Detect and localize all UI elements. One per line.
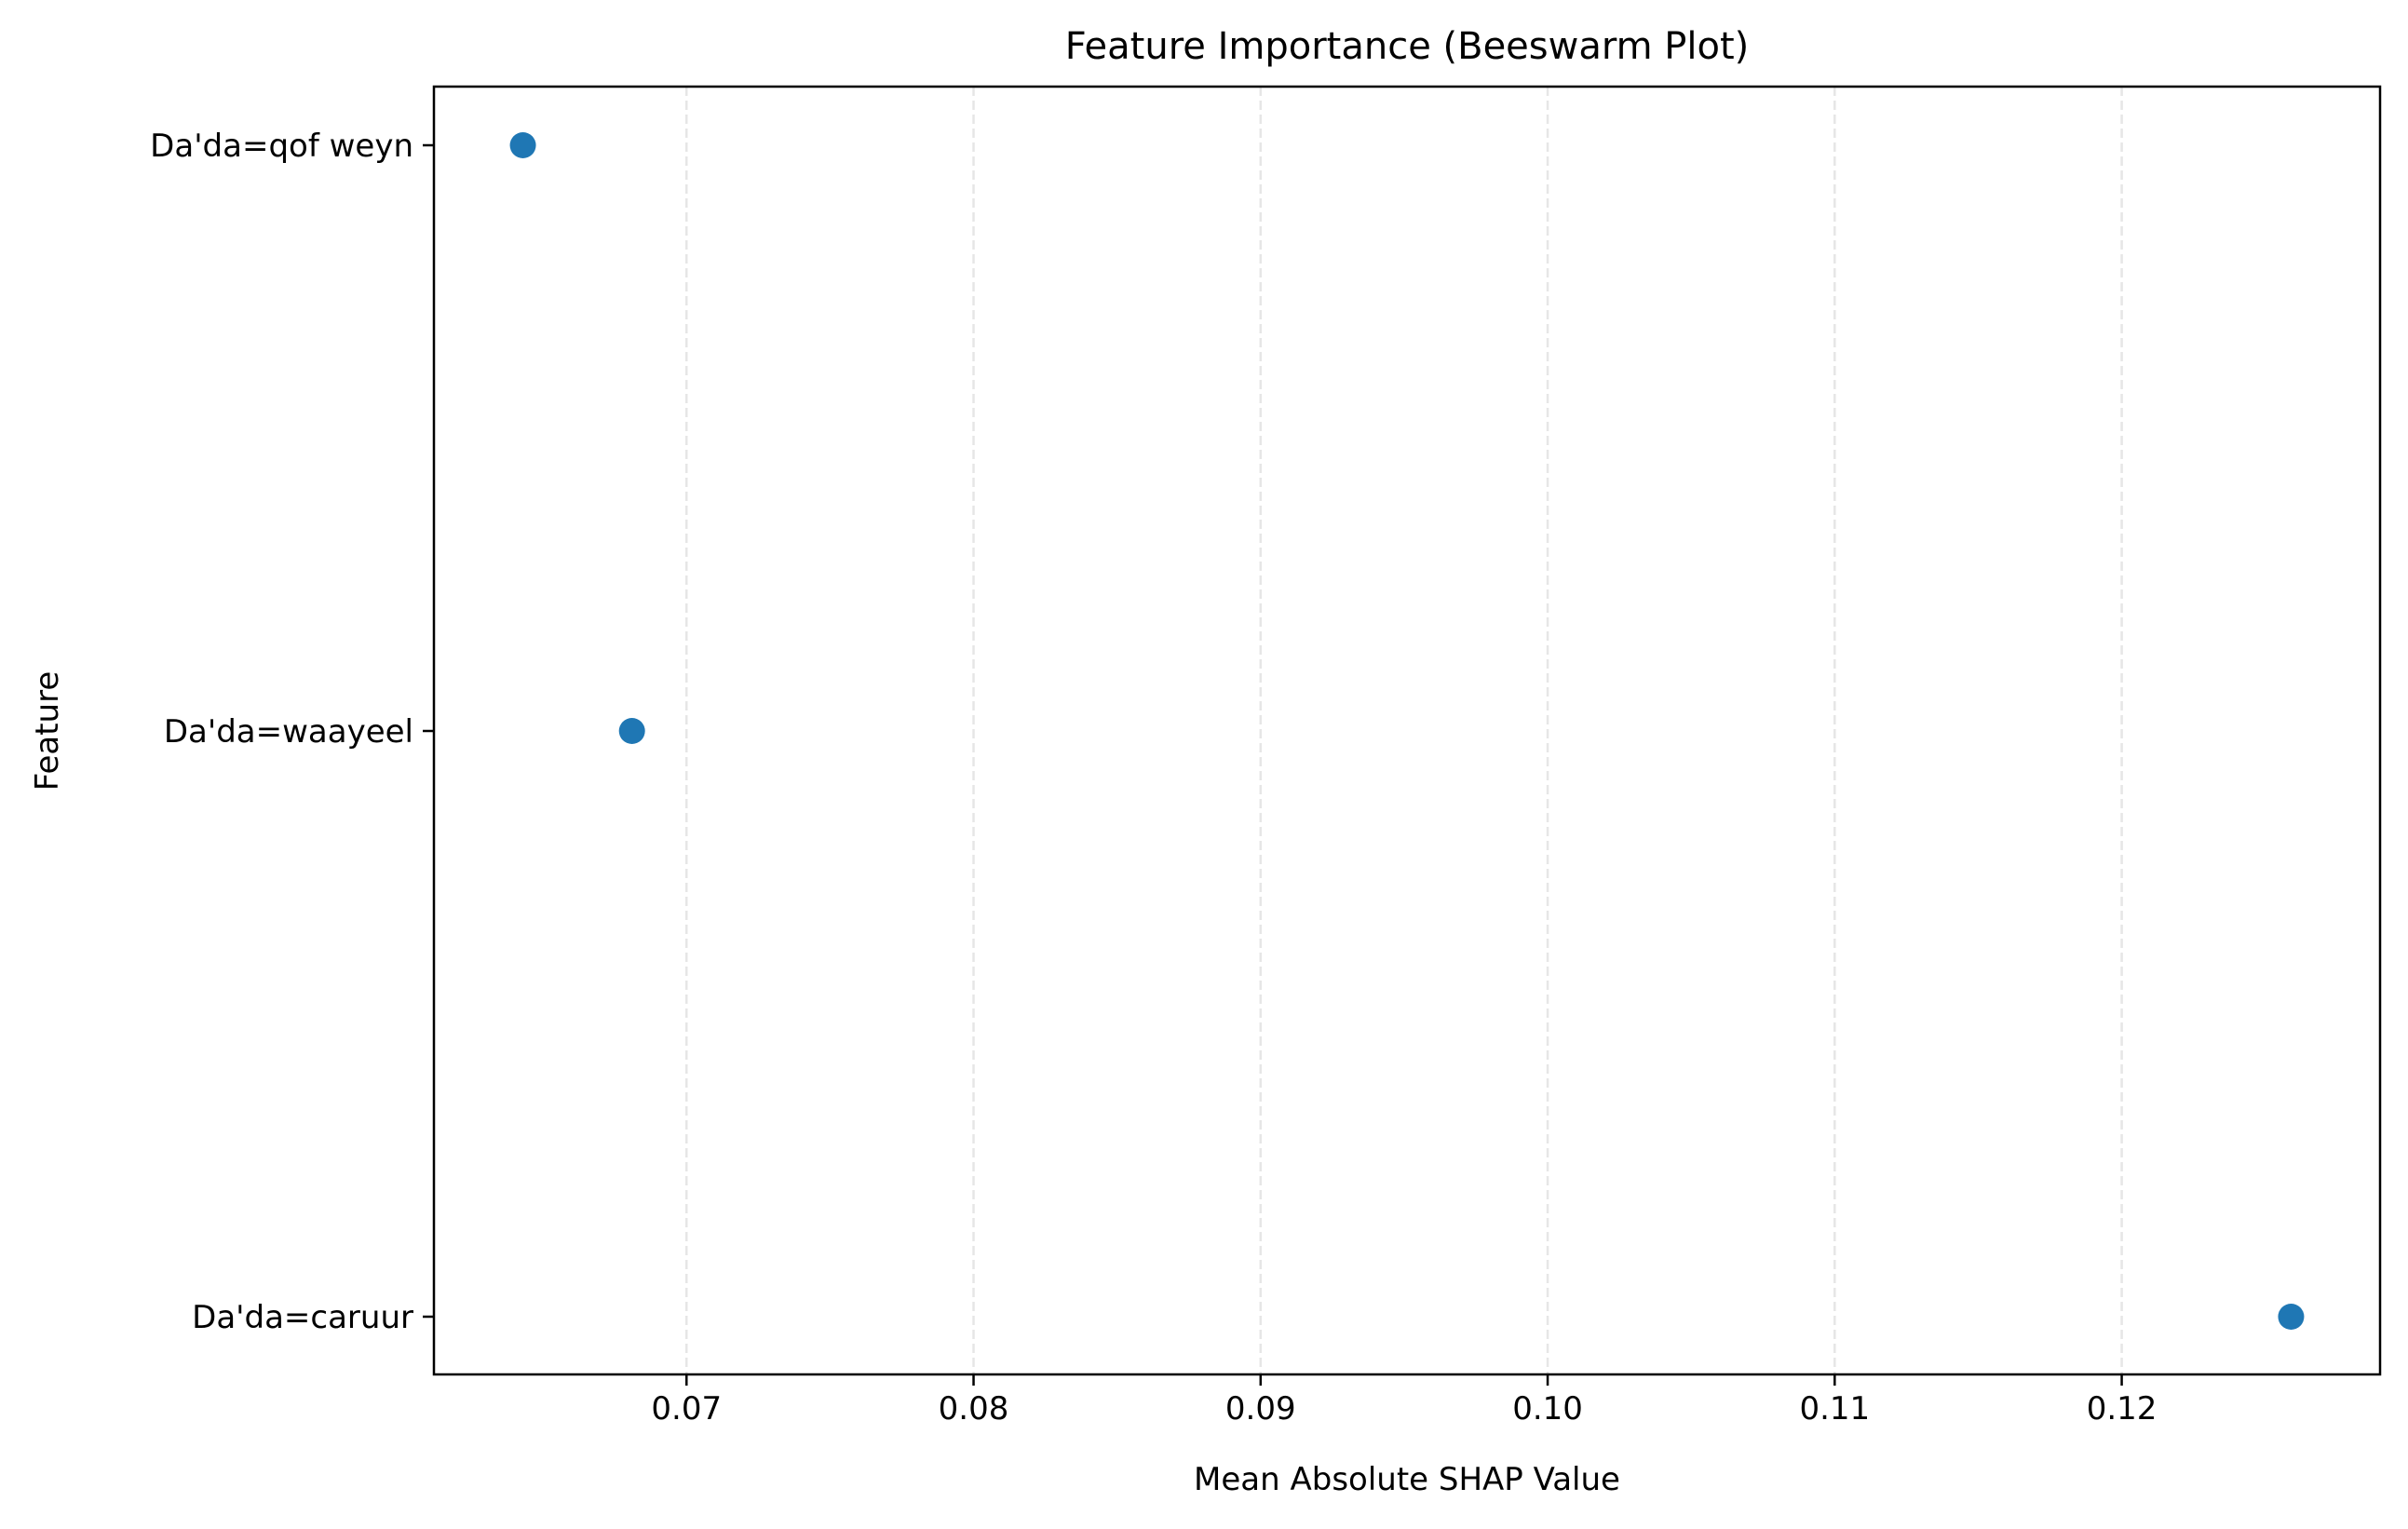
chart-title: Feature Importance (Beeswarm Plot) <box>1065 25 1750 68</box>
y-tick-label: Da'da=qof weyn <box>150 128 413 165</box>
x-tick-label: 0.10 <box>1512 1390 1583 1428</box>
y-tick-label: Da'da=caruur <box>192 1299 413 1336</box>
grid-lines <box>685 87 2123 1374</box>
y-axis-ticks: Da'da=qof weyn Da'da=waayeel Da'da=caruur <box>150 128 434 1336</box>
data-points <box>509 132 2305 1330</box>
data-point <box>509 132 536 158</box>
x-axis-ticks: 0.07 0.08 0.09 0.10 0.11 0.12 <box>651 1374 2157 1428</box>
data-point <box>2278 1304 2305 1330</box>
x-tick-label: 0.07 <box>651 1390 722 1428</box>
y-tick-label: Da'da=waayeel <box>164 713 413 751</box>
x-tick-label: 0.11 <box>1799 1390 1870 1428</box>
data-point <box>618 718 645 744</box>
y-axis-label: Feature <box>29 671 66 791</box>
x-tick-label: 0.08 <box>939 1390 1009 1428</box>
x-tick-label: 0.12 <box>2087 1390 2158 1428</box>
x-tick-label: 0.09 <box>1225 1390 1296 1428</box>
x-axis-label: Mean Absolute SHAP Value <box>1194 1461 1620 1498</box>
